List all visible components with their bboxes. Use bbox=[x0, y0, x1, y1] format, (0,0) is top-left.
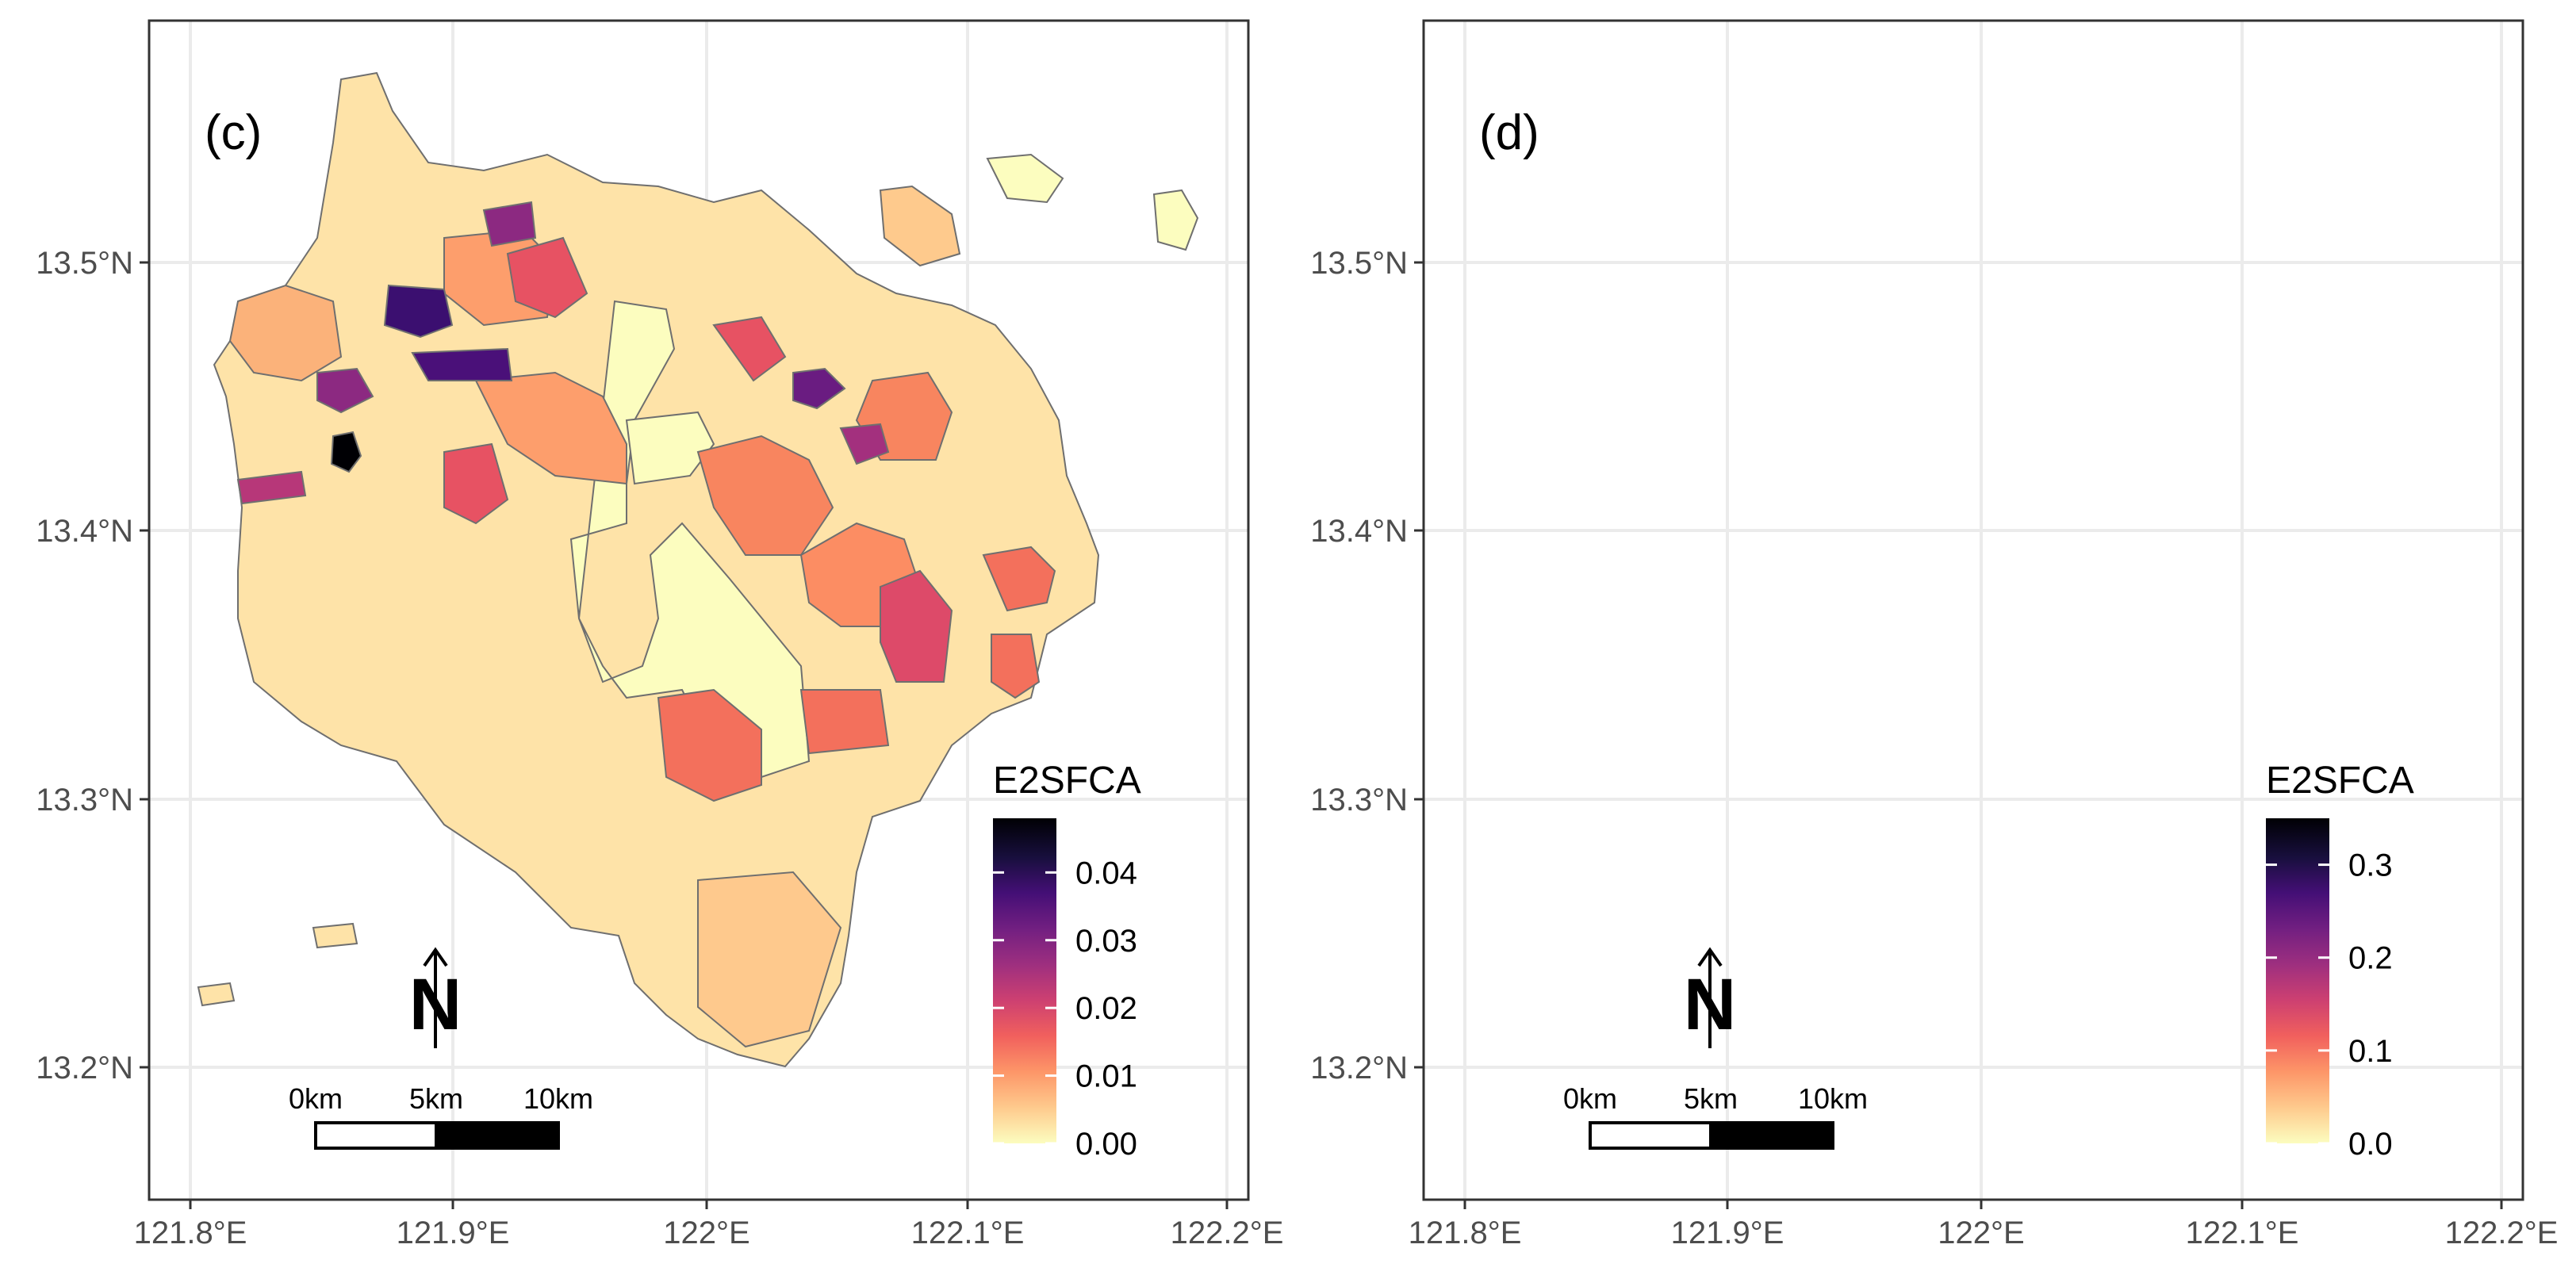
legend-tick-label: 0.0 bbox=[2348, 1127, 2393, 1162]
x-tick-label: 122.1°E bbox=[911, 1216, 1025, 1250]
panel-d-y-axis: 13.5°N 13.4°N 13.3°N 13.2°N bbox=[1310, 246, 1424, 1085]
legend-title: E2SFCA bbox=[993, 760, 1141, 802]
legend-tick-label: 0.00 bbox=[1075, 1127, 1137, 1162]
x-tick-label: 121.9°E bbox=[397, 1216, 510, 1250]
panel-c-north-arrow: N bbox=[409, 947, 462, 1048]
panel-c-map-regions bbox=[197, 71, 1199, 1068]
legend-title: E2SFCA bbox=[2266, 760, 2414, 802]
legend-tick-label: 0.04 bbox=[1075, 856, 1137, 890]
map-panel-c: (c) 13.5°N 13.4°N 13.3°N 13.2°N 121.8°E … bbox=[36, 19, 1284, 1250]
x-tick-label: 122.2°E bbox=[1171, 1216, 1284, 1250]
scalebar-label: 10km bbox=[523, 1082, 593, 1115]
panel-d-north-arrow: N bbox=[1684, 947, 1736, 1048]
y-tick-label: 13.5°N bbox=[1310, 246, 1408, 281]
scalebar-segment-white bbox=[314, 1121, 438, 1150]
region-orange-8 bbox=[657, 688, 762, 802]
region-purple-3 bbox=[792, 367, 846, 410]
legend-colorbar bbox=[2266, 818, 2329, 1143]
legend-tick-label: 0.02 bbox=[1075, 991, 1137, 1026]
panel-d-border bbox=[1422, 19, 2524, 1201]
region-orange-7 bbox=[982, 546, 1056, 612]
legend-tick-label: 0.3 bbox=[2348, 848, 2393, 883]
scalebar-label: 0km bbox=[289, 1082, 343, 1115]
map-panel-d: (d) 13.5°N 13.4°N 13.3°N 13.2°N 121.8°E … bbox=[1310, 19, 2559, 1250]
panel-d-background bbox=[1424, 21, 2523, 1200]
scalebar-segment-black bbox=[435, 1121, 560, 1150]
scalebar-segment-black bbox=[1709, 1121, 1834, 1150]
islet-east-3 bbox=[1152, 189, 1199, 251]
region-purple-1 bbox=[383, 284, 454, 339]
islet-sw-1 bbox=[312, 922, 358, 949]
x-tick-label: 121.9°E bbox=[1671, 1216, 1784, 1250]
panel-c-scalebar: 0km 5km 10km bbox=[289, 1082, 593, 1150]
region-purple-7 bbox=[839, 423, 890, 465]
region-purple-4 bbox=[482, 201, 537, 247]
region-purple-6 bbox=[236, 470, 307, 505]
x-tick-label: 122°E bbox=[663, 1216, 749, 1250]
x-tick-label: 122.1°E bbox=[2186, 1216, 2299, 1250]
panel-c-legend: E2SFCA 0.04 0.03 0.02 0.01 0.00 bbox=[993, 760, 1141, 1162]
panel-d-x-axis: 121.8°E 121.9°E 122°E 122.1°E 122.2°E bbox=[1409, 1200, 2559, 1250]
region-orange-10 bbox=[991, 634, 1041, 699]
panel-c-x-axis: 121.8°E 121.9°E 122°E 122.1°E 122.2°E bbox=[134, 1200, 1284, 1250]
islet-sw-2 bbox=[197, 982, 236, 1007]
region-pink-4 bbox=[712, 316, 787, 382]
legend-ticks: 0.04 0.03 0.02 0.01 0.00 bbox=[993, 856, 1137, 1162]
region-orange-11 bbox=[697, 871, 842, 1048]
panel-c-y-axis: 13.5°N 13.4°N 13.3°N 13.2°N bbox=[36, 246, 149, 1085]
region-orange-3 bbox=[474, 371, 627, 485]
panel-d-scalebar: 0km 5km 10km bbox=[1563, 1082, 1868, 1150]
legend-tick-label: 0.2 bbox=[2348, 941, 2393, 976]
scalebar-label: 5km bbox=[409, 1082, 463, 1115]
y-tick-label: 13.4°N bbox=[1310, 514, 1408, 549]
region-pink-1 bbox=[443, 442, 509, 525]
islet-east-2 bbox=[986, 153, 1064, 204]
x-tick-label: 121.8°E bbox=[1409, 1216, 1522, 1250]
region-pink-2 bbox=[880, 569, 953, 683]
x-tick-label: 122.2°E bbox=[2445, 1216, 2559, 1250]
legend-ticks: 0.3 0.2 0.1 0.0 bbox=[2266, 848, 2393, 1162]
panel-c-tag: (c) bbox=[205, 105, 262, 160]
region-purple-5 bbox=[316, 367, 374, 414]
region-orange-1 bbox=[228, 284, 343, 382]
north-label: N bbox=[1684, 964, 1736, 1045]
region-orange-4 bbox=[696, 435, 834, 556]
scalebar-segment-white bbox=[1589, 1121, 1712, 1150]
region-purple-2 bbox=[411, 347, 513, 381]
x-tick-label: 121.8°E bbox=[134, 1216, 247, 1250]
region-pink-3 bbox=[506, 236, 588, 319]
x-tick-label: 122°E bbox=[1938, 1216, 2024, 1250]
y-tick-label: 13.2°N bbox=[36, 1051, 133, 1085]
legend-tick-label: 0.03 bbox=[1075, 924, 1137, 959]
legend-colorbar bbox=[993, 818, 1056, 1143]
panel-c-border bbox=[148, 19, 1250, 1201]
y-tick-label: 13.3°N bbox=[1310, 783, 1408, 817]
scalebar-label: 5km bbox=[1684, 1082, 1738, 1115]
region-orange-9 bbox=[799, 689, 890, 755]
panel-d-gridlines bbox=[1424, 21, 2523, 1200]
panel-d-tag: (d) bbox=[1479, 105, 1539, 160]
y-tick-label: 13.2°N bbox=[1310, 1051, 1408, 1085]
legend-tick-label: 0.01 bbox=[1075, 1059, 1137, 1094]
y-tick-label: 13.3°N bbox=[36, 783, 133, 817]
scalebar-label: 10km bbox=[1798, 1082, 1868, 1115]
y-tick-label: 13.4°N bbox=[36, 514, 133, 549]
y-tick-label: 13.5°N bbox=[36, 246, 133, 281]
scalebar-label: 0km bbox=[1563, 1082, 1617, 1115]
north-label: N bbox=[409, 964, 462, 1045]
region-black-1 bbox=[330, 431, 362, 473]
legend-tick-label: 0.1 bbox=[2348, 1034, 2393, 1069]
islet-east-1 bbox=[879, 185, 961, 267]
panel-d-legend: E2SFCA 0.3 0.2 0.1 0.0 bbox=[2266, 760, 2414, 1162]
